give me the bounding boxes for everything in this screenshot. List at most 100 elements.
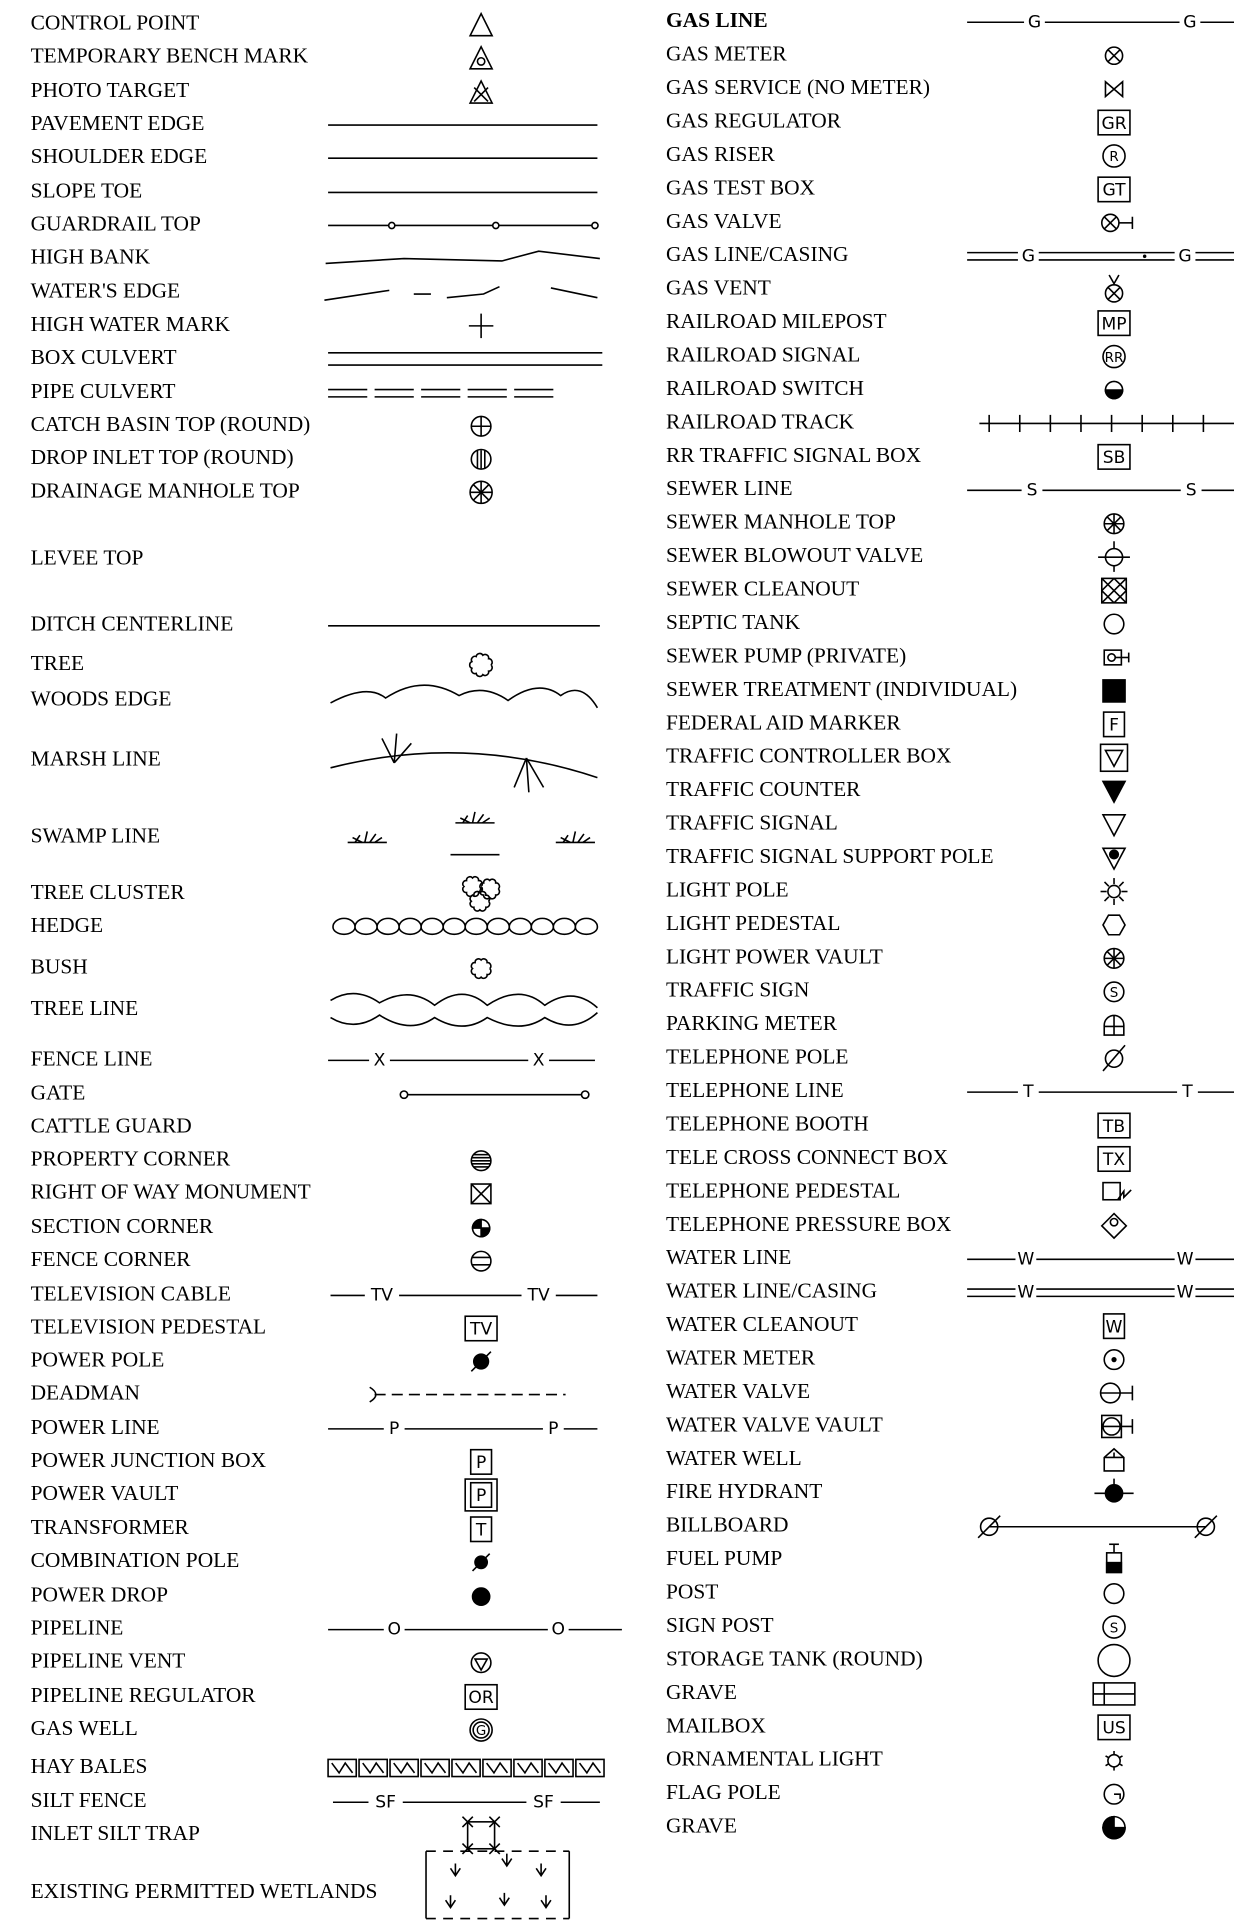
symbol-text: P — [476, 1453, 486, 1473]
symbol-text: O — [551, 1620, 564, 1640]
symbol-label: PIPELINE VENT — [31, 1649, 186, 1673]
symbol-label: BUSH — [31, 954, 88, 978]
symbol-label: GRAVE — [666, 1814, 737, 1838]
symbol-circle — [1103, 1348, 1125, 1371]
symbol-label: GAS VALVE — [666, 209, 782, 233]
symbol-label: WATER METER — [666, 1346, 816, 1370]
symbol-box — [575, 1758, 605, 1778]
symbol-box — [1097, 310, 1131, 337]
symbol-label: POWER JUNCTION BOX — [31, 1448, 267, 1472]
symbol-box — [482, 1758, 512, 1778]
symbol-label: DRAINAGE MANHOLE TOP — [31, 478, 300, 502]
symbol-line — [461, 1816, 474, 1828]
symbol-text: T — [1181, 1082, 1193, 1102]
symbol-label: RAILROAD MILEPOST — [666, 309, 887, 333]
symbol-line — [1107, 49, 1121, 63]
symbol-path — [1104, 389, 1124, 400]
symbol-path — [1101, 847, 1127, 871]
symbol-label: TELEPHONE PRESSURE BOX — [666, 1212, 952, 1236]
symbol-label: FLAG POLE — [666, 1780, 781, 1804]
symbol-line — [471, 1183, 492, 1204]
symbol-path — [485, 1761, 509, 1775]
symbol-label: SLOPE TOE — [31, 178, 143, 202]
symbol-label: SEPTIC TANK — [666, 610, 801, 634]
symbol-label: LIGHT POWER VAULT — [666, 944, 883, 968]
symbol-circle — [1109, 1217, 1119, 1227]
symbol-circle — [1111, 1356, 1117, 1363]
symbol-circle — [1104, 46, 1124, 66]
symbol-label: SEWER MANHOLE TOP — [666, 510, 896, 534]
symbol-path — [1104, 80, 1124, 99]
symbol-circle — [470, 1250, 492, 1272]
symbol-label: TRAFFIC CONTROLLER BOX — [666, 744, 952, 768]
symbol-path — [498, 1892, 510, 1907]
symbol-path — [468, 79, 494, 104]
symbol-text: GT — [1102, 181, 1126, 201]
symbol-text: P — [389, 1419, 399, 1439]
symbol-label: WATER VALVE — [666, 1379, 810, 1403]
symbol-path — [479, 878, 501, 900]
symbol-label: ORNAMENTAL LIGHT — [666, 1747, 883, 1771]
symbol-label: POWER DROP — [31, 1583, 168, 1607]
symbol-label: SIGN POST — [666, 1613, 774, 1637]
symbol-text: G — [476, 1724, 486, 1739]
symbol-label: GAS SERVICE (NO METER) — [666, 75, 930, 99]
symbol-path — [352, 831, 383, 844]
symbol-line — [1107, 286, 1121, 301]
symbol-label: GUARDRAIL TOP — [31, 211, 201, 235]
symbol-label: SILT FENCE — [31, 1788, 147, 1812]
symbol-text: OR — [468, 1688, 493, 1708]
symbol-path — [325, 250, 600, 265]
symbol-circle — [1107, 884, 1121, 899]
symbol-circle — [472, 1721, 490, 1739]
symbol-path — [462, 876, 484, 898]
symbol-text: G — [1022, 246, 1035, 266]
symbol-circle — [979, 1517, 999, 1537]
symbol-text: MP — [1101, 314, 1126, 334]
symbol-box — [1102, 1313, 1126, 1340]
symbol-label: TREE LINE — [31, 996, 139, 1020]
symbol-path — [1100, 1212, 1128, 1240]
symbol-circle — [1103, 1583, 1125, 1605]
symbol-label: GAS LINE — [666, 8, 768, 32]
symbol-text: W — [1017, 1283, 1034, 1303]
symbol-text: G — [1028, 12, 1041, 32]
symbol-label: TELEPHONE PEDESTAL — [666, 1178, 900, 1202]
symbol-label: WOODS EDGE — [31, 686, 172, 710]
symbol-circle — [1142, 254, 1147, 259]
symbol-circle — [1107, 653, 1117, 662]
symbol-box — [1097, 176, 1131, 203]
symbol-line — [1101, 590, 1115, 604]
symbol-box — [327, 1758, 358, 1778]
symbol-path — [330, 992, 598, 1009]
symbol-circle — [491, 221, 500, 230]
symbol-label: WATER VALVE VAULT — [666, 1412, 883, 1436]
symbol-label: STORAGE TANK (ROUND) — [666, 1646, 923, 1670]
symbol-text: W — [1177, 1249, 1194, 1269]
symbol-path — [381, 733, 545, 793]
symbol-text: S — [1110, 986, 1119, 1001]
symbol-path — [470, 958, 492, 980]
symbol-circle — [469, 1718, 493, 1742]
symbol-label: TREE — [31, 651, 85, 675]
symbol-circle — [1100, 213, 1120, 233]
symbol-label: CATTLE GUARD — [31, 1114, 192, 1138]
symbol-label: SEWER PUMP (PRIVATE) — [666, 643, 906, 667]
symbol-label: MARSH LINE — [31, 746, 161, 770]
symbol-label: EXISTING PERMITTED WETLANDS — [31, 1879, 378, 1903]
symbol-path — [1108, 274, 1120, 286]
symbol-box — [469, 1481, 493, 1509]
symbol-label: HIGH BANK — [31, 244, 151, 268]
symbol-line — [1103, 896, 1110, 902]
symbol-path — [425, 1851, 571, 1919]
symbol-label: FENCE CORNER — [31, 1247, 192, 1271]
symbol-label: GAS WELL — [31, 1716, 138, 1740]
symbol-line — [1103, 216, 1117, 230]
symbol-text: W — [1106, 1317, 1123, 1337]
symbol-label: SECTION CORNER — [31, 1214, 214, 1238]
symbol-box — [451, 1758, 481, 1778]
symbol-path — [331, 1761, 354, 1775]
symbol-text: W — [1017, 1249, 1034, 1269]
symbol-path — [501, 1853, 513, 1868]
symbol-path — [578, 1761, 601, 1775]
